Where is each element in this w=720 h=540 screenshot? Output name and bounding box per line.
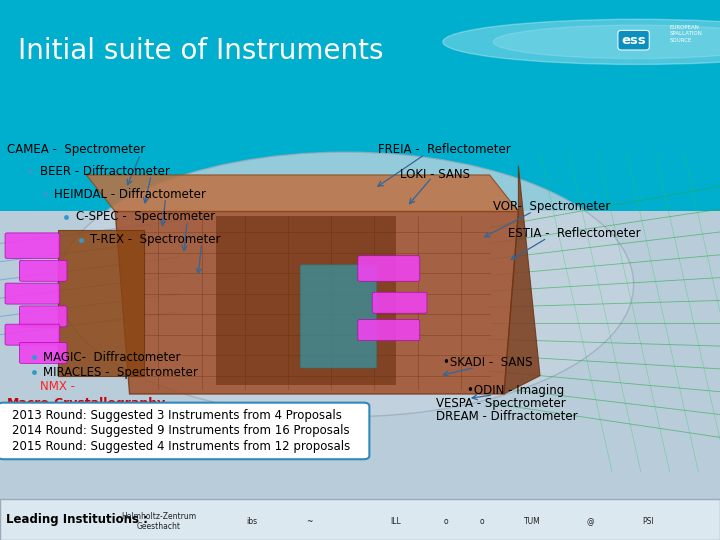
Text: C-SPEC -  Spectrometer: C-SPEC - Spectrometer bbox=[76, 211, 215, 224]
Ellipse shape bbox=[58, 152, 634, 417]
FancyBboxPatch shape bbox=[0, 403, 369, 459]
Text: LOKI - SANS: LOKI - SANS bbox=[400, 167, 469, 180]
Text: @: @ bbox=[587, 517, 594, 526]
Text: 2014 Round: Suggested 9 Instruments from 16 Proposals: 2014 Round: Suggested 9 Instruments from… bbox=[12, 424, 350, 437]
FancyBboxPatch shape bbox=[19, 260, 67, 281]
Polygon shape bbox=[504, 166, 540, 394]
FancyBboxPatch shape bbox=[358, 256, 420, 281]
Polygon shape bbox=[86, 175, 518, 212]
FancyBboxPatch shape bbox=[372, 292, 427, 313]
Text: VOR-  Spectrometer: VOR- Spectrometer bbox=[493, 200, 611, 213]
Polygon shape bbox=[115, 212, 518, 394]
Text: •SKADI -  SANS: •SKADI - SANS bbox=[443, 356, 532, 369]
FancyBboxPatch shape bbox=[0, 212, 720, 540]
Text: Leading Institutions :: Leading Institutions : bbox=[6, 513, 148, 526]
Text: •ODIN - Imaging: •ODIN - Imaging bbox=[467, 384, 564, 397]
Text: HEIMDAL - Diffractometer: HEIMDAL - Diffractometer bbox=[54, 187, 206, 201]
Text: T-REX -  Spectrometer: T-REX - Spectrometer bbox=[90, 233, 220, 246]
FancyBboxPatch shape bbox=[19, 306, 67, 327]
Text: o: o bbox=[444, 517, 449, 526]
Text: ESTIA -  Reflectometer: ESTIA - Reflectometer bbox=[508, 227, 640, 240]
FancyBboxPatch shape bbox=[358, 320, 420, 341]
FancyBboxPatch shape bbox=[5, 324, 60, 345]
FancyBboxPatch shape bbox=[5, 233, 60, 259]
FancyBboxPatch shape bbox=[19, 342, 67, 363]
Text: Initial suite of Instruments: Initial suite of Instruments bbox=[18, 37, 384, 65]
Text: VESPA - Spectrometer: VESPA - Spectrometer bbox=[436, 396, 565, 410]
Text: 2015 Round: Suggested 4 Instruments from 12 proposals: 2015 Round: Suggested 4 Instruments from… bbox=[12, 440, 351, 453]
FancyBboxPatch shape bbox=[216, 216, 396, 385]
Text: NMX -: NMX - bbox=[40, 380, 75, 393]
Text: PSI: PSI bbox=[642, 517, 654, 526]
Circle shape bbox=[493, 25, 720, 59]
Text: TUM: TUM bbox=[524, 517, 541, 526]
Polygon shape bbox=[58, 230, 144, 376]
Text: ess: ess bbox=[621, 33, 646, 46]
Text: BEER - Diffractometer: BEER - Diffractometer bbox=[40, 165, 169, 178]
Text: o: o bbox=[480, 517, 485, 526]
Text: 2013 Round: Suggested 3 Instruments from 4 Proposals: 2013 Round: Suggested 3 Instruments from… bbox=[12, 409, 342, 422]
Circle shape bbox=[443, 19, 720, 64]
Text: ibs: ibs bbox=[246, 517, 258, 526]
FancyBboxPatch shape bbox=[5, 283, 60, 304]
FancyBboxPatch shape bbox=[0, 499, 720, 540]
Text: CAMEA -  Spectrometer: CAMEA - Spectrometer bbox=[7, 143, 145, 157]
Text: EUROPEAN
SPALLATION
SOURCE: EUROPEAN SPALLATION SOURCE bbox=[670, 25, 703, 43]
Text: Helmholtz-Zentrum
Geesthacht: Helmholtz-Zentrum Geesthacht bbox=[121, 512, 196, 531]
Text: MIRACLES -  Spectrometer: MIRACLES - Spectrometer bbox=[43, 366, 198, 379]
Text: Macro-Crystallography: Macro-Crystallography bbox=[7, 396, 166, 410]
Text: FREIA -  Reflectometer: FREIA - Reflectometer bbox=[378, 143, 510, 157]
Text: MAGIC-  Diffractometer: MAGIC- Diffractometer bbox=[43, 351, 181, 364]
Text: ILL: ILL bbox=[391, 517, 401, 526]
Text: DREAM - Diffractometer: DREAM - Diffractometer bbox=[436, 410, 577, 423]
FancyBboxPatch shape bbox=[300, 265, 377, 368]
Text: ~: ~ bbox=[307, 517, 312, 526]
